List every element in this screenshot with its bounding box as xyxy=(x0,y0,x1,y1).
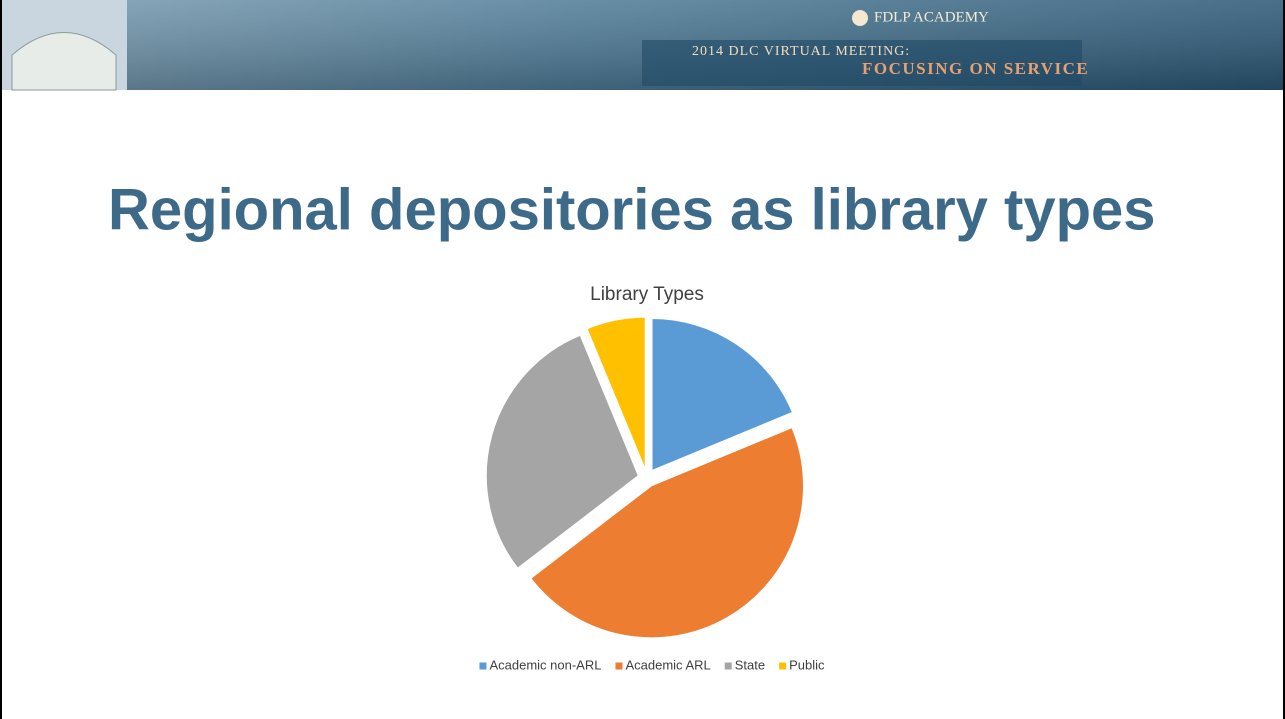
legend-item: Academic non-ARL xyxy=(479,657,601,672)
legend: Academic non-ARL Academic ARL State Public xyxy=(479,657,825,672)
legend-swatch xyxy=(725,663,732,670)
legend-swatch xyxy=(779,663,786,670)
legend-label: State xyxy=(735,657,765,672)
legend-swatch xyxy=(615,663,622,670)
legend-label: Public xyxy=(789,657,825,672)
brand-logo xyxy=(852,10,868,26)
legend-item: Public xyxy=(779,657,825,672)
slide-title: Regional depositories as library types xyxy=(108,177,1156,242)
legend-label: Academic non-ARL xyxy=(489,657,601,672)
legend-item: State xyxy=(725,657,765,672)
chart-title: Library Types xyxy=(590,284,704,305)
slide: FDLP ACADEMY 2014 DLC Virtual Meeting: F… xyxy=(0,0,1285,719)
legend-swatch xyxy=(479,663,486,670)
legend-item: Academic ARL xyxy=(615,657,710,672)
slide-canvas: FDLP ACADEMY 2014 DLC Virtual Meeting: F… xyxy=(2,0,1283,719)
plot xyxy=(486,317,803,638)
banner-line2: Focusing on Service xyxy=(862,59,1089,78)
legend-label: Academic ARL xyxy=(625,657,710,672)
brand: FDLP ACADEMY xyxy=(874,9,989,25)
banner-line1: 2014 DLC Virtual Meeting: xyxy=(692,44,910,59)
